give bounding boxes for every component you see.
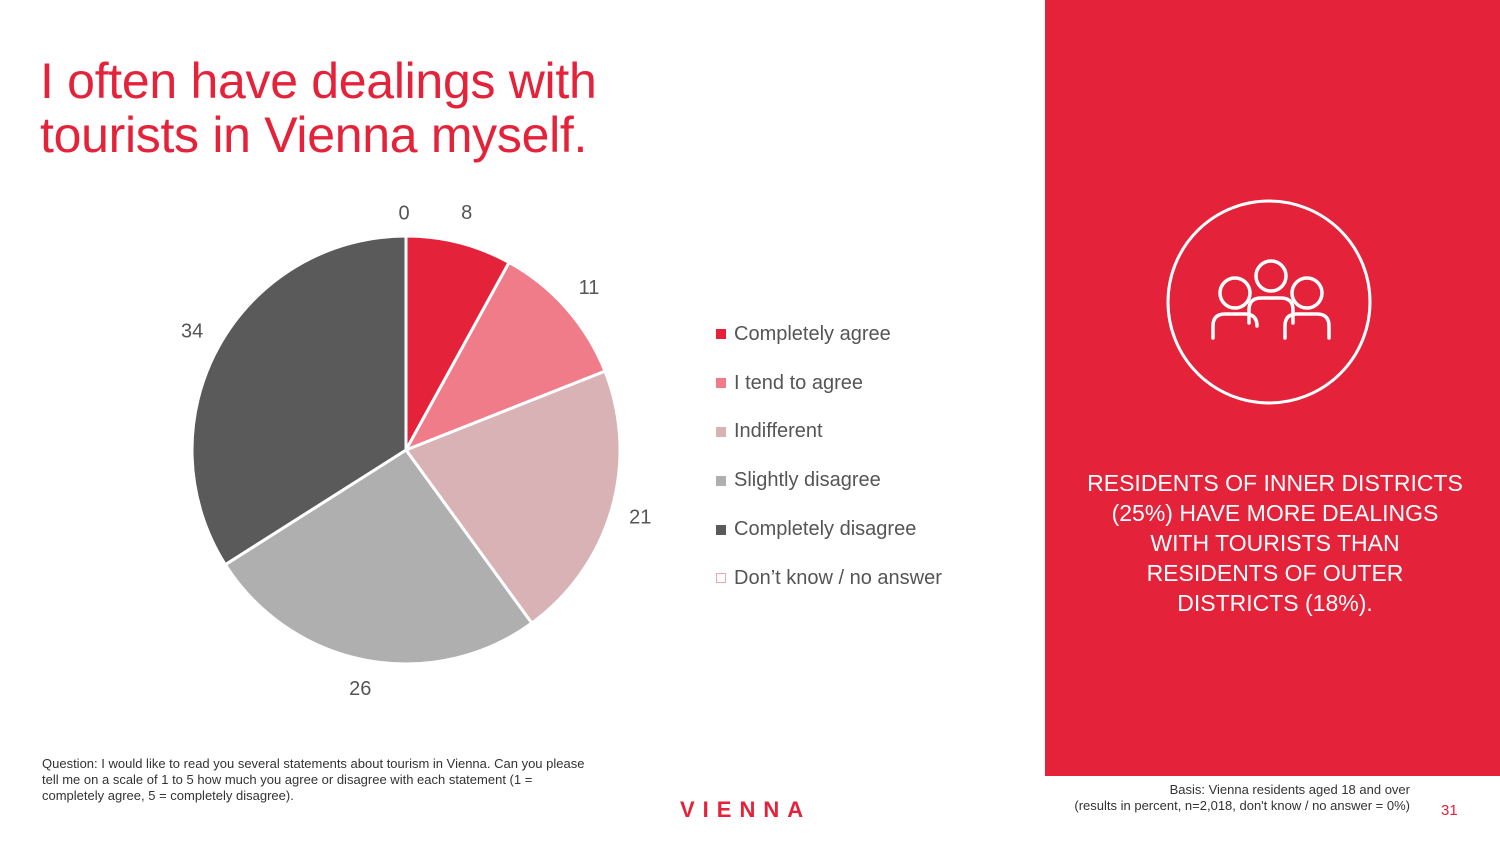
legend-swatch-1 [716,378,726,389]
page-number: 31 [1441,802,1458,819]
legend-item-2: Indifferent [716,408,942,457]
vienna-logo: VIENNA [680,797,812,822]
legend-swatch-4 [716,524,726,535]
legend-label-0: Completely agree [734,322,891,345]
highlight-panel: Residents of inner districts (25%) have … [1045,0,1500,776]
pie-slice-2 [403,369,622,626]
pie-chart: 8 11 21 26 34 0 [181,202,651,700]
data-label-0: 8 [461,202,472,224]
legend-label-1: I tend to agree [734,371,863,394]
legend-item-1: I tend to agree [716,359,942,408]
legend-item-5: Don’t know / no answer [716,554,942,603]
legend-swatch-5 [716,573,726,584]
legend-item-3: Slightly disagree [716,456,942,505]
pie-labels: 8 11 21 26 34 0 [181,202,651,700]
legend-swatch-2 [716,426,726,437]
legend-swatch-0 [716,329,726,340]
pie-slice-1 [402,260,607,453]
legend-label-3: Slightly disagree [734,469,881,492]
legend-label-4: Completely disagree [734,518,917,541]
question-footnote: Question: I would like to read you sever… [42,756,585,803]
basis-line-2: (results in percent, n=2,018, don't know… [1074,798,1410,813]
legend-label-5: Don’t know / no answer [734,566,942,589]
basis-footnote: Basis: Vienna residents aged 18 and over… [930,782,1410,814]
pie-slice-0 [404,234,512,451]
data-label-3: 26 [349,678,371,700]
data-label-4: 34 [181,321,203,343]
callout-text: Residents of inner districts (25%) have … [1087,470,1463,616]
people-group-icon [1166,199,1372,405]
chart-legend: Completely agree I tend to agree Indiffere… [716,310,942,603]
legend-item-4: Completely disagree [716,505,942,554]
pie-slice-3 [223,447,534,666]
data-label-5: 0 [398,202,409,224]
data-label-2: 21 [629,506,651,528]
data-label-1: 11 [579,277,600,299]
legend-label-2: Indifferent [734,420,823,443]
pie-slices [190,234,622,666]
legend-item-0: Completely agree [716,310,942,359]
pie-slice-4 [190,234,408,567]
page-title: I often have dealings with tourists in V… [40,53,597,163]
basis-line-1: Basis: Vienna residents aged 18 and over [1169,782,1410,797]
legend-swatch-3 [716,475,726,486]
